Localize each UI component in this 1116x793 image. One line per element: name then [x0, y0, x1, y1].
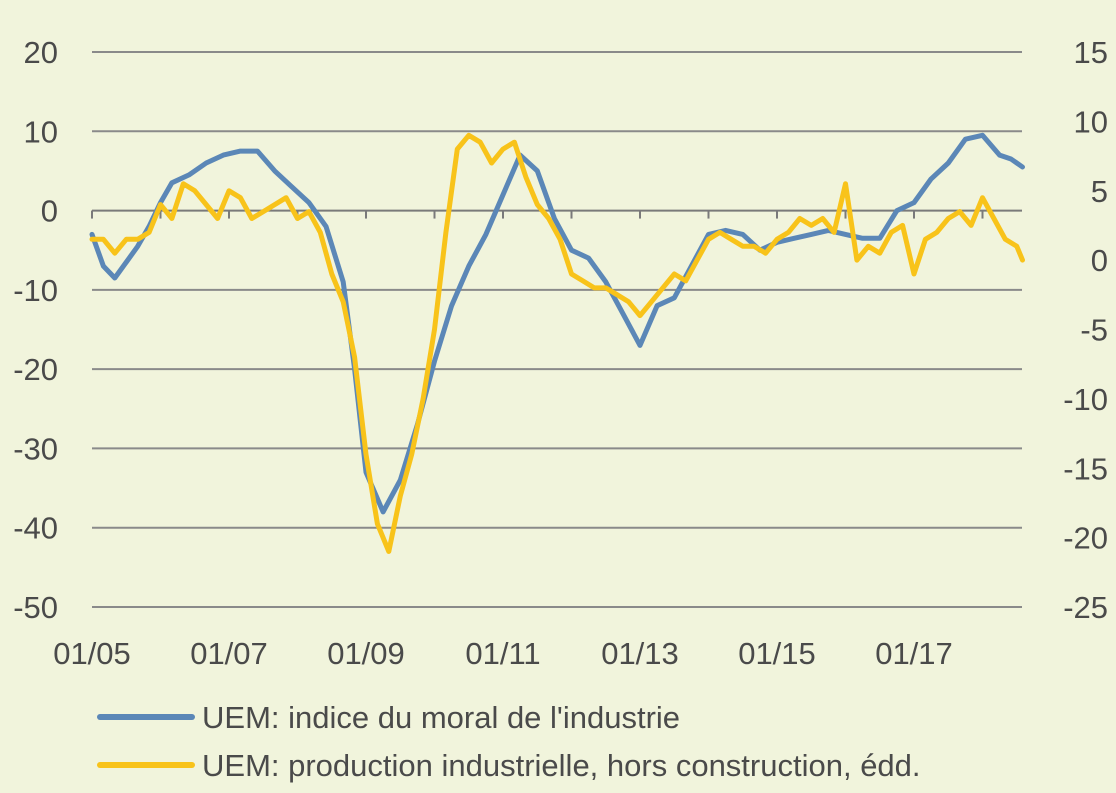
x-tick-label: 01/05	[53, 636, 131, 671]
right-tick-label: -20	[1063, 521, 1108, 556]
left-y-axis-ticks: 20 10 0 -10 -20 -30 -40 -50	[13, 35, 58, 625]
x-tick-label: 01/11	[465, 636, 540, 671]
right-tick-label: -10	[1063, 382, 1108, 417]
left-tick-label: -10	[13, 273, 58, 308]
x-tick-label: 01/13	[601, 636, 679, 671]
left-tick-label: 20	[24, 35, 58, 70]
left-tick-label: 0	[41, 194, 58, 229]
right-y-axis-ticks: 15 10 5 0 -5 -10 -15 -20 -25	[1063, 35, 1108, 625]
right-tick-label: -5	[1080, 313, 1108, 348]
right-tick-label: 0	[1091, 243, 1108, 278]
left-tick-label: -20	[13, 352, 58, 387]
series-line-0	[89, 132, 1025, 515]
legend: UEM: indice du moral de l'industrie UEM:…	[97, 700, 921, 783]
right-tick-label: 10	[1074, 104, 1108, 139]
x-tick-label: 01/07	[190, 636, 268, 671]
legend-item-0: UEM: indice du moral de l'industrie	[97, 700, 680, 735]
legend-label-1: UEM: production industrielle, hors const…	[202, 748, 921, 783]
x-axis	[91, 209, 1022, 219]
right-tick-label: 15	[1074, 35, 1108, 70]
right-tick-label: 5	[1091, 174, 1108, 209]
x-axis-ticks: 01/05 01/07 01/09 01/11 01/13 01/15 01/17	[53, 636, 953, 671]
legend-item-1: UEM: production industrielle, hors const…	[97, 748, 921, 783]
x-tick-label: 01/15	[738, 636, 816, 671]
series-line-1	[89, 132, 1025, 554]
right-tick-label: -15	[1063, 451, 1108, 486]
legend-label-0: UEM: indice du moral de l'industrie	[202, 700, 680, 735]
left-tick-label: -30	[13, 431, 58, 466]
left-tick-label: 10	[24, 114, 58, 149]
right-tick-label: -25	[1063, 590, 1108, 625]
left-tick-label: -40	[13, 511, 58, 546]
x-tick-label: 01/09	[327, 636, 405, 671]
series-lines	[89, 132, 1025, 554]
gridlines	[92, 51, 1022, 608]
x-tick-label: 01/17	[875, 636, 953, 671]
left-tick-label: -50	[13, 590, 58, 625]
